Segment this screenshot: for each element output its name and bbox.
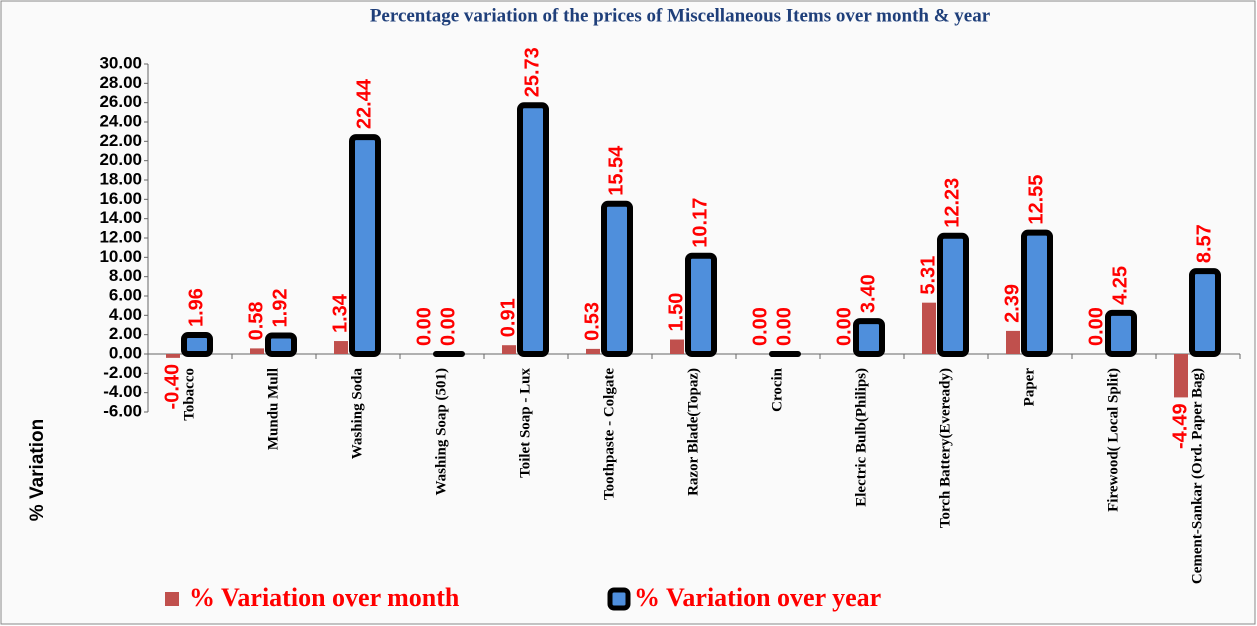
- y-tick-label: 24.00: [99, 111, 142, 130]
- y-tick-label: 16.00: [99, 189, 142, 208]
- bar: [352, 137, 378, 354]
- chart: Percentage variation of the prices of Mi…: [0, 0, 1257, 626]
- y-tick-label: -6.00: [103, 401, 142, 420]
- bar: [1174, 354, 1188, 397]
- value-label: 10.17: [689, 198, 711, 248]
- y-tick-label: 28.00: [99, 73, 142, 92]
- x-tick-label: Cement-Sankar (Ord. Paper Bag): [1189, 368, 1205, 584]
- value-label: 3.40: [857, 274, 879, 313]
- y-tick-label: 4.00: [109, 305, 142, 324]
- bar: [268, 335, 294, 354]
- bar: [1024, 233, 1050, 354]
- value-label: 0.00: [1085, 307, 1107, 346]
- x-tick-label: Torch Battery(Eveready): [937, 368, 953, 528]
- y-tick-label: 22.00: [99, 131, 142, 150]
- value-label: 8.57: [1193, 224, 1215, 263]
- x-tick-label: Mundu Mull: [265, 368, 281, 450]
- bar: [586, 349, 600, 354]
- value-label: 5.31: [917, 256, 939, 295]
- x-tick-label: Razor Blade(Topaz): [685, 368, 701, 496]
- value-label: 0.00: [773, 307, 795, 346]
- y-tick-label: 12.00: [99, 227, 142, 246]
- value-label: -4.49: [1169, 403, 1191, 449]
- y-tick-label: -2.00: [103, 363, 142, 382]
- bar: [334, 341, 348, 354]
- bar: [250, 348, 264, 354]
- value-label: 1.34: [329, 293, 351, 333]
- bar: [604, 204, 630, 354]
- x-tick-label: Toothpaste - Colgate: [601, 368, 617, 500]
- bar: [940, 236, 966, 354]
- value-label: 0.00: [413, 307, 435, 346]
- y-tick-label: 18.00: [99, 169, 142, 188]
- y-tick-label: 10.00: [99, 247, 142, 266]
- legend-label: % Variation over year: [634, 583, 881, 612]
- value-label: 1.92: [269, 289, 291, 328]
- bar: [856, 321, 882, 354]
- value-label: -0.40: [161, 364, 183, 410]
- x-tick-label: Paper: [1021, 368, 1037, 407]
- y-tick-label: 2.00: [109, 324, 142, 343]
- value-label: 15.54: [605, 145, 627, 196]
- bar: [1006, 331, 1020, 354]
- x-tick-label: Electric Bulb(Philips): [853, 368, 869, 507]
- bar: [670, 340, 684, 355]
- y-tick-label: 30.00: [99, 53, 142, 72]
- y-tick-label: -4.00: [103, 382, 142, 401]
- bar: [520, 105, 546, 354]
- value-label: 0.91: [497, 298, 519, 337]
- bar: [1192, 271, 1218, 354]
- bar: [922, 303, 936, 354]
- x-tick-label: Toilet Soap - Lux: [517, 368, 533, 478]
- y-tick-label: 0.00: [109, 343, 142, 362]
- x-tick-label: Washing Soap (501): [433, 368, 449, 496]
- y-tick-label: 26.00: [99, 92, 142, 111]
- x-tick-label: Washing Soda: [349, 368, 365, 460]
- bar: [1108, 313, 1134, 354]
- value-label: 0.00: [437, 307, 459, 346]
- y-axis-label: % Variation: [27, 419, 48, 521]
- value-label: 0.00: [749, 307, 771, 346]
- value-label: 4.25: [1109, 266, 1131, 305]
- y-tick-label: 8.00: [109, 266, 142, 285]
- value-label: 1.96: [185, 288, 207, 327]
- x-tick-label: Firewood( Local Split): [1105, 368, 1121, 512]
- bar: [688, 256, 714, 354]
- bar: [166, 354, 180, 358]
- y-tick-label: 14.00: [99, 208, 142, 227]
- value-label: 25.73: [521, 47, 543, 97]
- value-label: 12.23: [941, 178, 963, 228]
- value-label: 1.50: [665, 293, 687, 332]
- legend-label: % Variation over month: [189, 583, 460, 612]
- bar: [502, 345, 516, 354]
- value-label: 0.53: [581, 302, 603, 341]
- y-tick-label: 6.00: [109, 285, 142, 304]
- value-label: 12.55: [1025, 175, 1047, 225]
- x-tick-label: Tobacco: [181, 368, 197, 421]
- x-tick-label: Crocin: [769, 367, 785, 412]
- value-label: 0.58: [245, 301, 267, 340]
- y-tick-label: 20.00: [99, 150, 142, 169]
- legend-swatch: [610, 590, 628, 608]
- bar: [184, 335, 210, 354]
- chart-title: Percentage variation of the prices of Mi…: [370, 5, 991, 26]
- value-label: 2.39: [1001, 284, 1023, 323]
- value-label: 0.00: [833, 307, 855, 346]
- value-label: 22.44: [353, 78, 375, 129]
- legend-swatch: [165, 592, 179, 606]
